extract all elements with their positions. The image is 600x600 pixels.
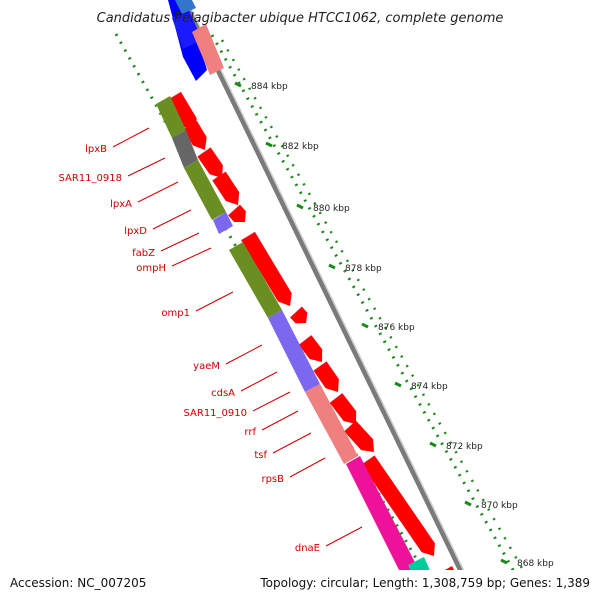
gene-leader-line: [289, 457, 326, 478]
cds-arrow: [241, 231, 292, 306]
cds-arrow: [197, 147, 223, 178]
tick-label: 882 kbp: [282, 142, 319, 152]
cds-arrow: [344, 420, 374, 452]
tick-mark: [361, 322, 369, 329]
category-block: [229, 242, 282, 318]
footer-summary: Topology: circular; Length: 1,308,759 bp…: [259, 576, 590, 590]
cds-arrow-top-steel: [175, 0, 196, 14]
cds-arrow: [313, 361, 339, 392]
tick-label: 878 kbp: [345, 264, 382, 274]
tick-label: 880 kbp: [313, 204, 350, 214]
backbone-line-shadow: [186, 0, 479, 600]
cds-arrow: [228, 204, 246, 222]
gene-label: lpxA: [110, 199, 132, 210]
tick-mark: [328, 263, 336, 270]
category-block: [268, 310, 320, 392]
tick-mark: [296, 203, 304, 210]
cds-arrow: [361, 455, 435, 556]
category-block: [305, 384, 358, 464]
gene-leader-line: [112, 127, 150, 148]
tick-mark: [464, 500, 472, 507]
category-block: [346, 456, 420, 580]
cds-arrow: [298, 335, 323, 362]
gene-label: lpxB: [85, 144, 107, 155]
category-block: [184, 160, 226, 220]
backbone-line: [181, 0, 478, 600]
gene-leader-line: [195, 291, 234, 312]
footer-accession: Accession: NC_007205: [10, 576, 146, 590]
tick-mark: [265, 141, 273, 148]
gene-leader-line: [152, 209, 192, 230]
tick-mark: [429, 441, 437, 448]
cds-arrow-track: [167, 91, 435, 556]
cds-arrow: [167, 91, 197, 131]
gene-label: cdsA: [211, 388, 235, 399]
gene-leader-line: [261, 410, 299, 431]
gene-label: SAR11_0910: [184, 408, 248, 419]
footer-background: [0, 570, 600, 600]
gene-label: tsf: [254, 450, 267, 461]
cog-category-track: [156, 96, 420, 580]
map-title: Candidatus Pelagibacter ubique HTCC1062,…: [97, 11, 504, 26]
tick-label-layer: 884 kbp 882 kbp 880 kbp 878 kbp 876 kbp 874 k…: [251, 82, 554, 569]
gene-label: rpsB: [261, 474, 284, 485]
gene-leader-line: [127, 157, 166, 177]
tick-label: 874 kbp: [411, 382, 448, 392]
gene-label: dnaE: [295, 543, 320, 554]
gene-label: ompH: [136, 263, 166, 274]
cds-arrow: [329, 393, 357, 424]
cds-arrow: [212, 171, 240, 205]
cds-arrow: [290, 306, 308, 324]
gene-leader-line: [325, 526, 363, 547]
tick-mark: [394, 381, 402, 388]
gene-label: fabZ: [132, 248, 155, 259]
gene-label: yaeM: [193, 361, 220, 372]
tick-label: 868 kbp: [517, 559, 554, 569]
tick-label: 884 kbp: [251, 82, 288, 92]
gene-leader-line: [137, 181, 179, 203]
gene-leader-line: [160, 232, 200, 252]
tick-label: 872 kbp: [446, 442, 483, 452]
gene-label: lpxD: [124, 226, 147, 237]
gene-leader-line: [252, 391, 291, 412]
tick-mark: [500, 558, 508, 565]
tick-mark-layer: [234, 81, 508, 565]
cds-arrow-top-blue-2: [172, 12, 202, 49]
leader-line-layer: [112, 127, 363, 547]
inner-dotted-guide: [210, 34, 532, 600]
category-block: [156, 96, 186, 138]
gene-leader-line: [225, 344, 263, 365]
category-block: [172, 130, 198, 168]
gene-label: SAR11_0918: [59, 173, 123, 184]
gene-leader-line: [171, 247, 212, 267]
category-block-top-salmon-poly: [192, 24, 224, 75]
tick-label: 870 kbp: [481, 501, 518, 511]
tick-mark: [234, 81, 242, 88]
gene-label: rrf: [244, 427, 256, 438]
gene-label-layer: lpxB SAR11_0918 lpxA lpxD fabZ ompH omp1 yaeM cd…: [59, 144, 321, 554]
category-block: [213, 212, 233, 234]
cds-arrow: [183, 120, 207, 150]
map-track-layer: [112, 0, 542, 600]
gene-leader-line: [240, 371, 278, 392]
tick-label: 876 kbp: [378, 323, 415, 333]
gene-label: omp1: [161, 308, 190, 319]
gene-leader-line: [272, 432, 312, 454]
